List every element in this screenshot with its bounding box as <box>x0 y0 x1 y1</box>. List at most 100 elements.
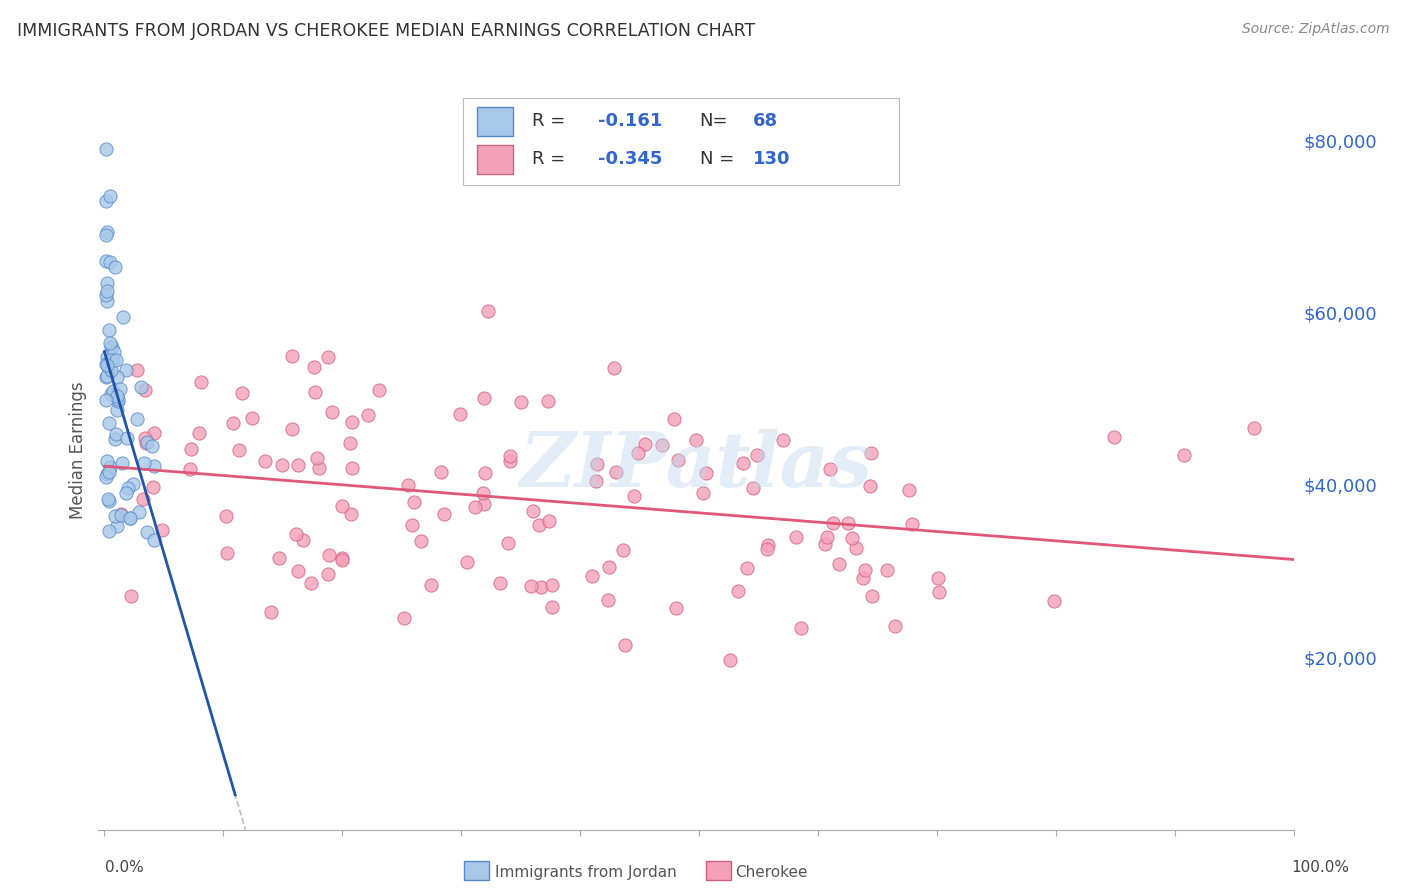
Point <box>477 304 499 318</box>
Point <box>304 360 326 375</box>
Point <box>815 530 838 544</box>
Point <box>94 194 117 208</box>
Point <box>419 578 441 592</box>
Point <box>821 516 844 530</box>
Point <box>104 432 127 446</box>
Point <box>472 498 495 512</box>
Point <box>665 601 688 615</box>
FancyBboxPatch shape <box>477 145 513 174</box>
Point <box>498 535 520 549</box>
Point <box>96 350 118 364</box>
Point <box>404 494 426 508</box>
Point <box>860 589 883 603</box>
Point <box>222 416 245 430</box>
Point <box>269 551 291 566</box>
Point <box>537 394 560 409</box>
Point <box>339 507 361 521</box>
Point <box>339 436 361 450</box>
Point <box>737 561 759 575</box>
Point <box>104 260 127 274</box>
Point <box>727 584 749 599</box>
Point <box>107 403 129 417</box>
Point <box>585 474 607 488</box>
Point <box>928 585 950 599</box>
Point <box>96 467 118 482</box>
Point <box>814 537 837 551</box>
Point <box>214 508 236 523</box>
Point <box>287 458 309 473</box>
Point <box>110 508 132 522</box>
Text: 100.0%: 100.0% <box>1292 860 1350 874</box>
Point <box>291 533 314 548</box>
Point <box>695 466 717 480</box>
Point <box>112 310 135 325</box>
Point <box>117 431 139 445</box>
Point <box>108 382 131 396</box>
Point <box>117 481 139 495</box>
Point <box>464 500 486 515</box>
Point <box>623 489 645 503</box>
Text: 68: 68 <box>754 112 779 130</box>
Y-axis label: Median Earnings: Median Earnings <box>69 382 87 519</box>
Point <box>143 458 166 473</box>
Point <box>603 361 626 376</box>
Point <box>530 580 553 594</box>
Point <box>134 383 156 397</box>
Point <box>755 541 778 556</box>
Text: 0.0%: 0.0% <box>105 860 145 874</box>
Text: N =: N = <box>700 151 734 169</box>
Point <box>98 460 121 475</box>
Text: Source: ZipAtlas.com: Source: ZipAtlas.com <box>1241 22 1389 37</box>
Point <box>179 462 201 476</box>
Point <box>299 576 322 591</box>
Point <box>772 433 794 447</box>
Point <box>634 437 657 451</box>
Point <box>745 448 768 462</box>
Text: 130: 130 <box>754 151 790 169</box>
Point <box>143 425 166 440</box>
Point <box>304 385 326 400</box>
Point <box>128 505 150 519</box>
Point <box>285 527 308 541</box>
Point <box>100 353 122 368</box>
Point <box>97 323 120 337</box>
Point <box>318 567 340 582</box>
Point <box>401 517 423 532</box>
Point <box>651 438 673 452</box>
Point <box>666 453 689 467</box>
Point <box>927 571 949 585</box>
Text: Cherokee: Cherokee <box>735 865 808 880</box>
Point <box>756 538 779 552</box>
Text: R =: R = <box>533 151 565 169</box>
Point <box>741 481 763 495</box>
Point <box>125 362 148 376</box>
Point <box>598 593 620 607</box>
Point <box>449 407 471 421</box>
Point <box>281 349 304 363</box>
Point <box>308 461 330 475</box>
Point <box>135 435 157 450</box>
Point <box>142 480 165 494</box>
Point <box>433 507 456 521</box>
Point <box>330 551 353 566</box>
Point <box>98 335 121 350</box>
Point <box>101 352 124 367</box>
Point <box>97 359 120 374</box>
Point <box>845 541 868 556</box>
Point <box>98 494 121 508</box>
Point <box>396 477 419 491</box>
Point <box>316 351 339 365</box>
Point <box>143 533 166 547</box>
Point <box>111 456 134 470</box>
Point <box>818 462 841 476</box>
Point <box>837 516 859 531</box>
Point <box>586 457 609 471</box>
Point <box>132 491 155 506</box>
Point <box>134 431 156 445</box>
Point <box>94 288 117 302</box>
Point <box>692 486 714 500</box>
Point <box>664 412 686 426</box>
Point <box>1043 593 1066 607</box>
Point <box>270 458 292 472</box>
Point <box>110 508 132 522</box>
